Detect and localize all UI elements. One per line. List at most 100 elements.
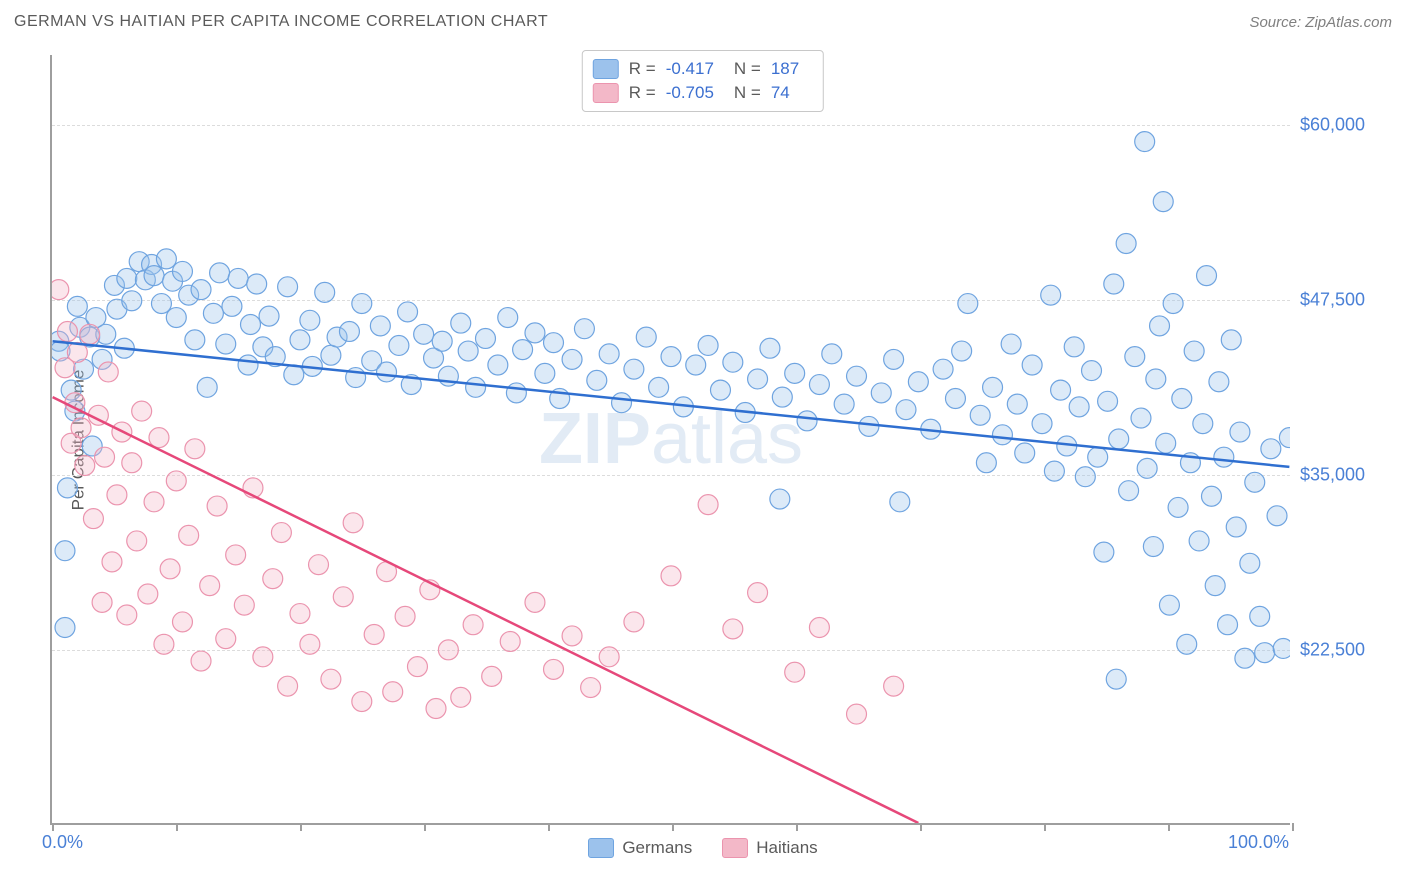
data-point <box>1159 595 1179 615</box>
data-point <box>760 338 780 358</box>
data-point <box>1156 433 1176 453</box>
data-point <box>377 362 397 382</box>
x-tick <box>672 823 674 831</box>
data-point <box>661 566 681 586</box>
data-point <box>228 268 248 288</box>
data-point <box>226 545 246 565</box>
data-point <box>1189 531 1209 551</box>
data-point <box>748 369 768 389</box>
data-point <box>581 678 601 698</box>
data-point <box>976 453 996 473</box>
source-label: Source: ZipAtlas.com <box>1249 14 1392 31</box>
data-point <box>160 559 180 579</box>
data-point <box>1214 447 1234 467</box>
data-point <box>525 323 545 343</box>
data-point <box>1240 553 1260 573</box>
data-point <box>191 280 211 300</box>
data-point <box>343 513 363 533</box>
data-point <box>144 492 164 512</box>
data-point <box>1221 330 1241 350</box>
data-point <box>144 266 164 286</box>
data-point <box>65 393 85 413</box>
data-point <box>698 335 718 355</box>
data-point <box>1044 461 1064 481</box>
data-point <box>1064 337 1084 357</box>
data-point <box>562 626 582 646</box>
data-point <box>1135 132 1155 152</box>
data-point <box>138 584 158 604</box>
data-point <box>309 555 329 575</box>
data-point <box>200 576 220 596</box>
data-point <box>122 291 142 311</box>
data-point <box>117 605 137 625</box>
data-point <box>71 418 91 438</box>
data-point <box>107 485 127 505</box>
data-point <box>599 647 619 667</box>
data-point <box>117 268 137 288</box>
data-point <box>1119 481 1139 501</box>
data-point <box>1230 422 1250 442</box>
data-point <box>216 334 236 354</box>
data-point <box>1075 467 1095 487</box>
plot-area: ZIPatlas <box>50 55 1290 825</box>
data-point <box>55 618 75 638</box>
data-point <box>300 310 320 330</box>
data-point <box>723 352 743 372</box>
data-point <box>1184 341 1204 361</box>
data-point <box>1273 638 1290 658</box>
data-point <box>1267 506 1287 526</box>
y-tick-label: $60,000 <box>1300 115 1365 136</box>
stats-row-germans: R = -0.417 N = 187 <box>593 57 809 81</box>
legend-label-germans: Germans <box>622 838 692 858</box>
data-point <box>1098 391 1118 411</box>
data-point <box>649 377 669 397</box>
data-point <box>57 322 77 342</box>
data-point <box>426 699 446 719</box>
data-point <box>1104 274 1124 294</box>
data-point <box>500 631 520 651</box>
data-point <box>574 319 594 339</box>
data-point <box>992 425 1012 445</box>
swatch-germans <box>593 59 619 79</box>
data-point <box>383 682 403 702</box>
chart-canvas <box>52 55 1290 823</box>
data-point <box>370 316 390 336</box>
data-point <box>321 345 341 365</box>
data-point <box>970 405 990 425</box>
data-point <box>132 401 152 421</box>
data-point <box>1279 428 1290 448</box>
data-point <box>122 453 142 473</box>
data-point <box>1163 294 1183 314</box>
stat-r-label: R = <box>629 59 656 79</box>
data-point <box>210 263 230 283</box>
data-point <box>1051 380 1071 400</box>
data-point <box>1082 361 1102 381</box>
data-point <box>587 370 607 390</box>
data-point <box>498 308 518 328</box>
data-point <box>1069 397 1089 417</box>
data-point <box>438 640 458 660</box>
data-point <box>271 523 291 543</box>
stat-r-germans: -0.417 <box>666 59 714 79</box>
data-point <box>1193 414 1213 434</box>
data-point <box>1226 517 1246 537</box>
data-point <box>333 587 353 607</box>
x-tick <box>1168 823 1170 831</box>
data-point <box>1125 347 1145 367</box>
data-point <box>952 341 972 361</box>
data-point <box>83 509 103 529</box>
data-point <box>1205 576 1225 596</box>
legend-label-haitians: Haitians <box>756 838 817 858</box>
data-point <box>896 400 916 420</box>
data-point <box>1250 606 1270 626</box>
data-point <box>698 495 718 515</box>
swatch-haitians <box>722 838 748 858</box>
data-point <box>1116 234 1136 254</box>
data-point <box>1088 447 1108 467</box>
stat-n-germans: 187 <box>771 59 799 79</box>
data-point <box>612 393 632 413</box>
data-point <box>1168 497 1188 517</box>
data-point <box>185 330 205 350</box>
trend-line <box>53 397 919 823</box>
data-point <box>191 651 211 671</box>
